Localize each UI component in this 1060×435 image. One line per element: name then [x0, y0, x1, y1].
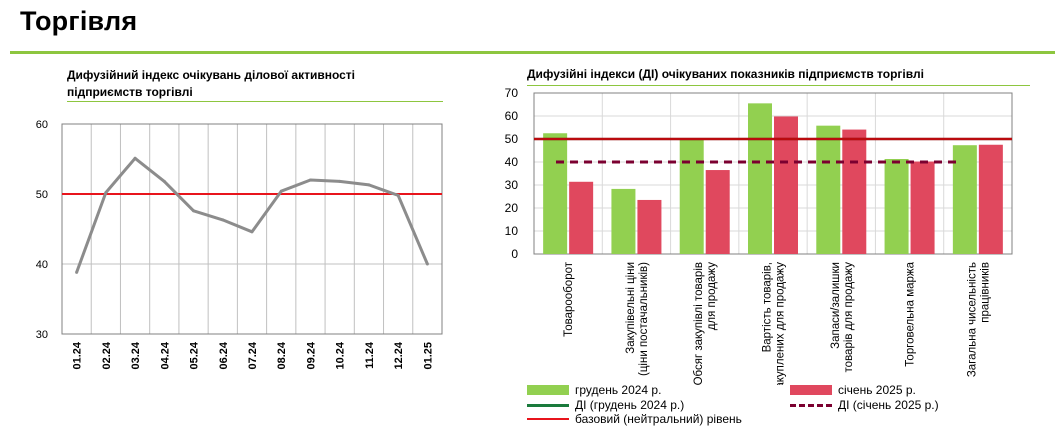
legend-item-bar-dec: грудень 2024 р.	[527, 383, 661, 397]
data-point	[192, 209, 196, 213]
y-tick-label: 30	[505, 178, 519, 192]
y-tick-label: 30	[36, 329, 48, 341]
x-tick-label: 09.24	[305, 341, 317, 369]
category-label: Вартість товарів,	[762, 262, 774, 352]
legend-label-bar-jan: січень 2025 р.	[838, 383, 916, 397]
category-label: Закупівельні ціни	[625, 262, 637, 354]
data-point	[308, 178, 312, 182]
legend-label-bar-dec: грудень 2024 р.	[575, 383, 662, 397]
bar-january-2025	[842, 129, 867, 254]
data-point	[279, 189, 283, 193]
data-point	[133, 156, 137, 160]
x-tick-label: 06.24	[218, 341, 230, 369]
legend-swatch-bar-dec	[527, 385, 569, 395]
bar-december-2024	[679, 138, 704, 254]
bar-january-2025	[910, 161, 935, 254]
x-tick-label: 01.24	[72, 341, 84, 369]
category-label: Товарооборот	[563, 261, 575, 337]
legend-label-neutral: базовий (нейтральний) рівень	[575, 412, 742, 426]
x-tick-label: 03.24	[130, 341, 142, 369]
x-tick-label: 05.24	[189, 341, 201, 369]
x-tick-label: 12.24	[393, 341, 405, 369]
legend-swatch-di-jan	[790, 403, 832, 407]
right-chart-title-rule	[527, 85, 1030, 86]
data-point	[250, 230, 254, 234]
data-point	[162, 179, 166, 183]
bar-december-2024	[816, 125, 841, 254]
bar-december-2024	[884, 159, 909, 254]
y-tick-label: 60	[36, 119, 48, 131]
left-chart-title-line2: підприємств торгівлі	[67, 85, 193, 99]
left-chart-title: Дифузійний індекс очікувань ділової акти…	[67, 67, 355, 101]
y-tick-label: 50	[36, 189, 48, 201]
data-point	[425, 262, 429, 266]
y-tick-label: 70	[505, 86, 519, 100]
series-line-di	[75, 156, 429, 273]
x-tick-label: 02.24	[101, 341, 113, 369]
page-title: Торгівля	[20, 6, 138, 36]
left-chart-title-rule	[67, 101, 443, 102]
bar-january-2025	[569, 181, 594, 254]
bar-january-2025	[978, 144, 1003, 254]
y-tick-label: 50	[505, 132, 519, 146]
x-tick-label: 11.24	[364, 341, 376, 369]
y-tick-label: 20	[505, 201, 519, 215]
bar-december-2024	[952, 145, 977, 254]
legend-label-di-jan: ДІ (січень 2025 р.)	[838, 398, 939, 412]
x-tick-label: 01.25	[422, 342, 434, 370]
right-bar-chart: 0 10 20 30 40 50 60 70 Товарооборот Закупівельні …	[505, 86, 1013, 385]
category-label: (ціни постачальників)	[638, 262, 650, 376]
legend-swatch-neutral	[527, 418, 569, 420]
data-point	[367, 183, 371, 187]
legend-item-neutral: базовий (нейтральний) рівень	[527, 412, 742, 426]
left-line-chart: 30 40 50 60 01.24 02.24 03.24 04.24 05.24 06.24 07…	[36, 119, 443, 370]
y-tick-label: 40	[505, 155, 519, 169]
bar-december-2024	[543, 133, 568, 254]
bar-january-2025	[774, 116, 798, 255]
y-tick-label: 0	[511, 247, 518, 261]
x-tick-label: 04.24	[159, 341, 171, 369]
legend-item-bar-jan: січень 2025 р.	[790, 383, 916, 397]
x-tick-label: 07.24	[247, 341, 259, 369]
data-point	[75, 270, 79, 274]
legend-swatch-bar-jan	[790, 385, 832, 395]
plot-border	[533, 92, 1013, 255]
category-label: Обсяг закупівлі товарів	[693, 262, 705, 385]
category-label: Загальна чисельність	[966, 262, 978, 377]
right-chart-title: Дифузійні індекси (ДІ) очікуваних показн…	[527, 67, 924, 81]
title-rule	[10, 51, 1055, 54]
plot-border	[61, 123, 443, 335]
y-tick-label: 10	[505, 224, 519, 238]
y-tick-label: 60	[505, 109, 519, 123]
data-point	[221, 218, 225, 222]
legend-label-di-dec: ДІ (грудень 2024 р.)	[575, 398, 685, 412]
category-label: для продажу	[706, 262, 718, 331]
bar-january-2025	[637, 199, 662, 254]
category-label: Торговельна маржа	[905, 261, 917, 366]
category-label: закуплених для продажу	[775, 262, 787, 385]
legend-item-di-jan: ДІ (січень 2025 р.)	[790, 398, 939, 412]
y-tick-label: 40	[36, 259, 48, 271]
left-chart-title-line1: Дифузійний індекс очікувань ділової акти…	[67, 68, 356, 82]
x-tick-label: 10.24	[335, 341, 347, 369]
bar-december-2024	[748, 103, 772, 254]
category-label: працівників	[979, 262, 991, 323]
data-point	[104, 191, 108, 195]
category-label: товарів для продажу	[843, 262, 855, 373]
data-point	[396, 193, 400, 197]
legend-swatch-di-dec	[527, 403, 569, 407]
bar-january-2025	[705, 170, 730, 254]
legend-item-di-dec: ДІ (грудень 2024 р.)	[527, 398, 684, 412]
bar-december-2024	[611, 188, 636, 254]
data-point	[338, 179, 342, 183]
x-tick-label: 08.24	[276, 341, 288, 369]
category-label: Запаси/залишки	[830, 262, 842, 349]
